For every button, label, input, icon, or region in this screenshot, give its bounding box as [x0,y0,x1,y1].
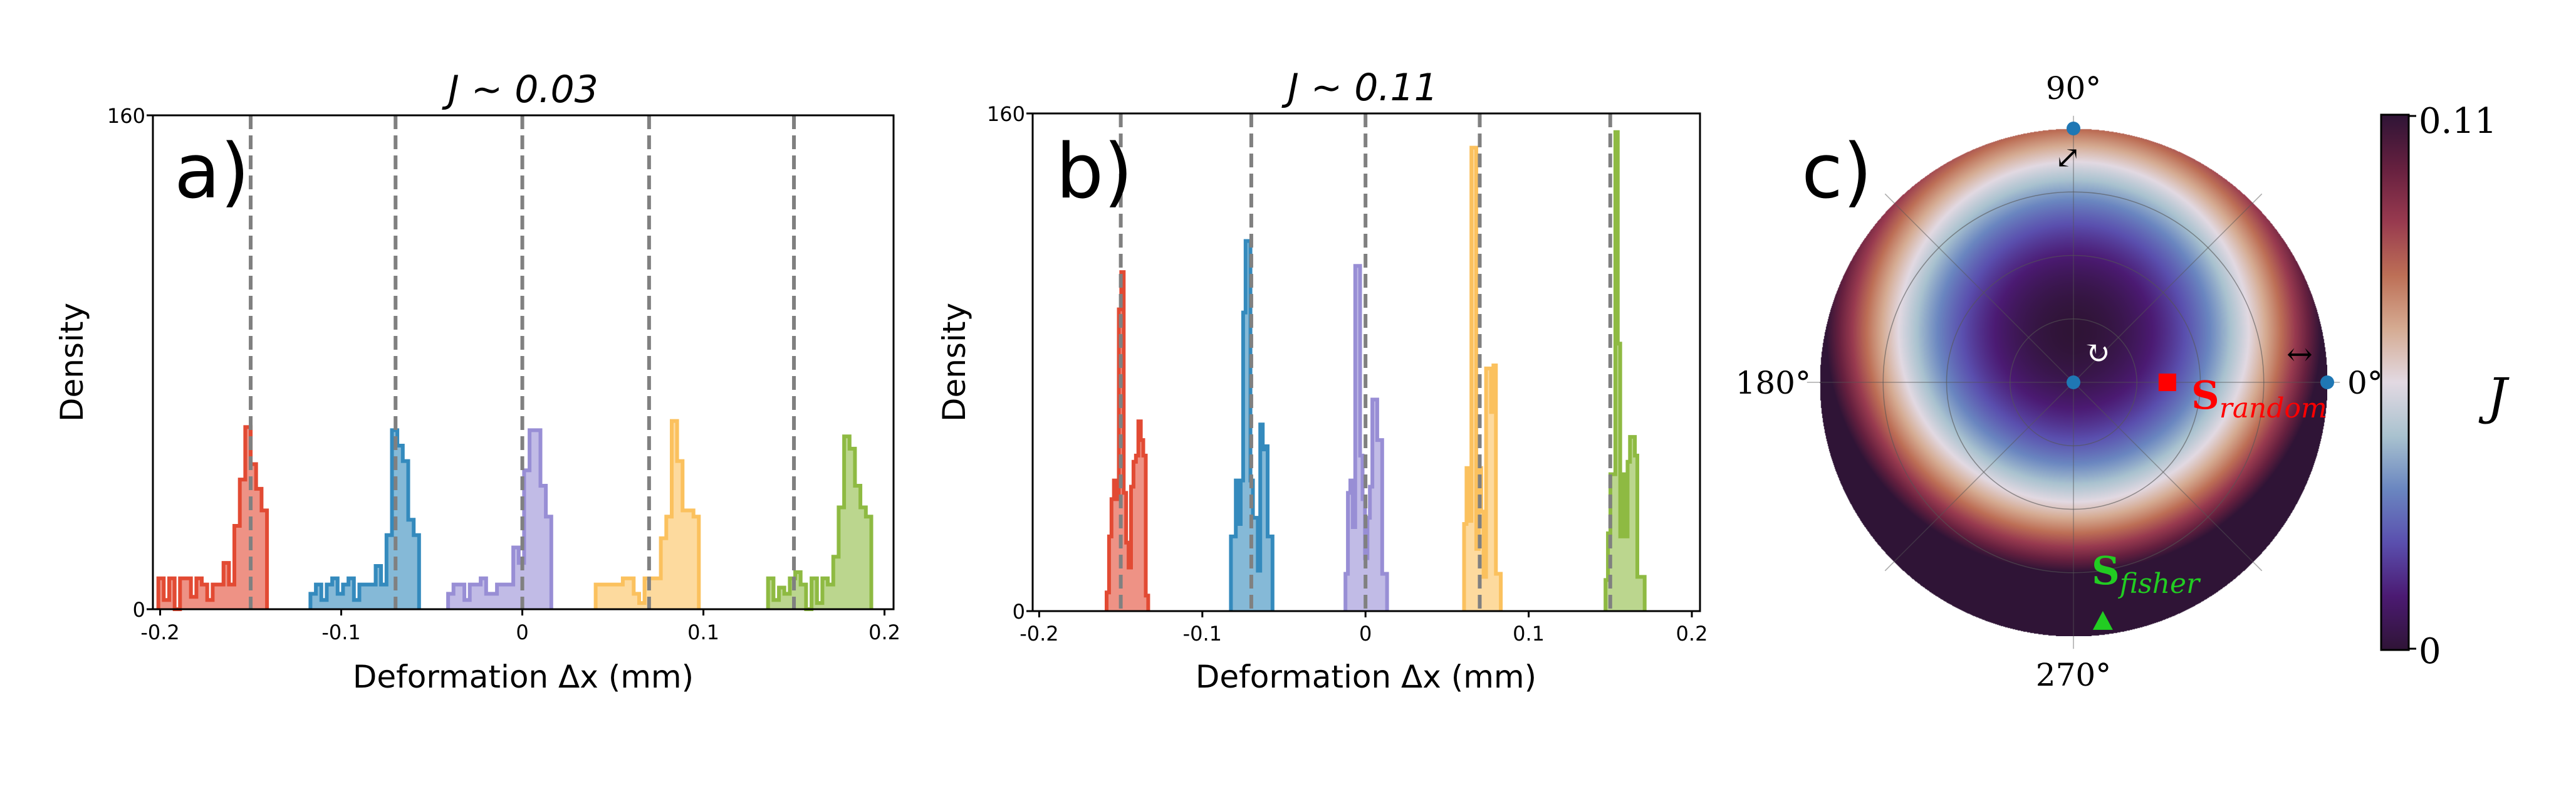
panel-b-xtick: 0 [1359,622,1372,646]
s-random-main: S [2191,372,2219,418]
s-random-subscript: random [2219,392,2327,424]
panel-a-histogram: J ∼ 0.03 a) Deformation Δx (mm) Density … [54,68,900,695]
panel-b-title: J ∼ 0.11 [1281,66,1438,110]
s-random-square-marker [2158,374,2176,391]
colorbar [2380,113,2410,651]
histogram-outline-3 [1462,145,1503,611]
panel-a-xticks: -0.2 -0.1 0 0.1 0.2 [140,621,900,644]
s-fisher-triangle-marker [2092,610,2113,630]
panel-c-label: c) [1802,128,1872,216]
angle-label-270: 270° [2036,657,2111,693]
panel-b-xtick: 0.1 [1513,622,1545,646]
panel-b-plot-area [1026,112,1701,617]
panel-a-xlabel: Deformation Δx (mm) [353,659,694,695]
panel-b-xtick: -0.1 [1183,622,1222,646]
polar-markers [2067,122,2334,630]
panel-b-label: b) [1056,128,1133,216]
s-fisher-main: S [2092,548,2120,594]
histogram-fill-0 [158,427,268,609]
panel-a-xtick: 0.1 [687,621,719,644]
panel-c-polar: c) 90° 180° 0° 270° ↔ ⤢ ↻ Srandom Sfishe… [1736,70,2510,693]
panel-a-xtick: -0.2 [140,621,179,644]
panel-a-xtick: 0.2 [868,621,900,644]
polar-grid-spoke [1884,382,2074,572]
panel-b-xlabel: Deformation Δx (mm) [1196,659,1536,695]
polar-grid [1807,115,2340,649]
histogram-outline-2 [446,428,553,609]
histogram-fill-0 [1107,272,1149,612]
panel-b-xtick: -0.2 [1019,622,1058,646]
angle-label-180: 180° [1736,365,1811,401]
panel-b-xticks: -0.2 -0.1 0 0.1 0.2 [1019,622,1708,646]
panel-a-plot-area [147,114,895,615]
panel-b-histogram: J ∼ 0.11 b) Deformation Δx (mm) Density … [936,66,1708,695]
horizontal-arrow-icon: ↔ [2287,336,2313,372]
histogram-outline-1 [308,428,421,609]
panel-a-ylabel: Density [54,303,90,422]
panel-b-ytick-160: 160 [987,102,1025,126]
polar-grid-spoke [1884,193,2074,383]
histogram-fill-4 [1605,132,1645,612]
diagonal-arrow-icon: ⤢ [2055,139,2081,175]
colorbar-min-label: 0 [2419,631,2441,672]
blue-dot-marker [2320,375,2334,389]
s-random-label: Srandom [2191,372,2327,424]
histogram-outline-3 [593,419,701,609]
panel-a-title: J ∼ 0.03 [442,68,598,112]
histogram-outline-0 [1105,270,1150,611]
angle-label-90: 90° [2046,70,2102,107]
panel-b-ytick-0: 0 [1013,600,1025,624]
panel-a-label: a) [174,128,249,216]
blue-dot-marker [2067,375,2080,389]
polar-grid-spoke [2073,382,2263,572]
colorbar-max-label: 0.11 [2419,101,2497,142]
histogram-fill-2 [448,430,551,609]
panel-a-ytick-0: 0 [133,598,145,622]
rotation-arrow-icon: ↻ [2084,335,2110,371]
panel-a-xtick: 0 [516,621,528,644]
panel-a-ytick-160: 160 [107,104,145,128]
histogram-outline-4 [766,434,873,611]
s-fisher-subscript: fisher [2118,568,2201,600]
panel-a-xtick: -0.1 [321,621,360,644]
polar-grid-spoke [2073,193,2263,383]
blue-dot-marker [2067,122,2080,135]
panel-b-ylabel: Density [936,303,973,422]
angle-label-0: 0° [2347,365,2383,401]
panel-b-xtick: 0.2 [1676,622,1708,646]
histogram-fill-1 [310,430,419,609]
colorbar-label: J [2478,367,2510,426]
histogram-outline-2 [1343,264,1389,611]
s-fisher-label: Sfisher [2092,548,2201,600]
